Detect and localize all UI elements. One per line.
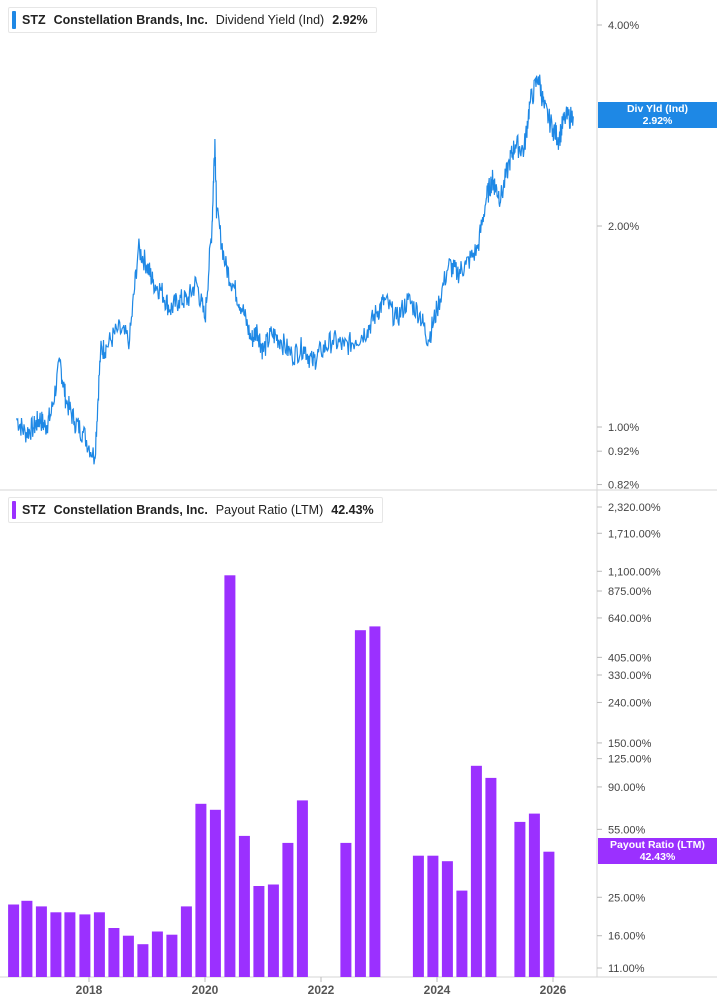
payout-ratio-tag-label: Payout Ratio (LTM) — [610, 838, 705, 851]
top-legend-company: Constellation Brands, Inc. — [53, 13, 208, 27]
bottom-y-tick-label: 1,100.00% — [608, 566, 661, 578]
payout-bar — [224, 575, 236, 977]
payout-bar — [412, 855, 424, 977]
top-y-tick-label: 4.00% — [608, 20, 639, 32]
payout-bar — [296, 800, 308, 977]
top-legend-ticker: STZ — [22, 13, 46, 27]
dividend-yield-tag-label: Div Yld (Ind) — [626, 103, 689, 116]
payout-bar — [514, 821, 526, 977]
x-tick-label: 2022 — [308, 983, 335, 997]
top-legend-value: 2.92% — [332, 13, 368, 27]
payout-ratio-bars — [8, 575, 555, 977]
payout-bar — [8, 904, 20, 977]
dividend-yield-axis-tag: Div Yld (Ind) 2.92% — [598, 102, 717, 129]
payout-bar — [441, 861, 453, 977]
payout-bar — [209, 809, 221, 977]
payout-bar — [93, 912, 105, 977]
bottom-y-tick-label: 330.00% — [608, 670, 652, 682]
bottom-y-tick-label: 150.00% — [608, 738, 652, 750]
bottom-y-tick-label: 240.00% — [608, 697, 652, 709]
payout-bar — [340, 842, 352, 977]
top-y-tick-label: 2.00% — [608, 221, 639, 233]
bottom-y-tick-label: 640.00% — [608, 613, 652, 625]
top-legend-swatch — [12, 11, 16, 29]
payout-bar — [354, 630, 366, 977]
payout-bar — [427, 855, 439, 977]
payout-bar — [470, 765, 482, 977]
payout-bar — [79, 914, 91, 977]
bottom-y-axis: 2,320.00% 1,710.00% 1,100.00% 875.00% 640.00… — [597, 502, 661, 975]
payout-bar — [166, 934, 178, 977]
top-legend-metric: Dividend Yield (Ind) — [215, 13, 325, 27]
payout-bar — [267, 884, 279, 977]
bottom-y-tick-label: 125.00% — [608, 754, 652, 766]
payout-bar — [50, 912, 62, 977]
bottom-legend-swatch — [12, 501, 16, 519]
top-legend[interactable]: STZ Constellation Brands, Inc. Dividend … — [8, 7, 377, 33]
payout-ratio-axis-tag: Payout Ratio (LTM) 42.43% — [598, 837, 717, 864]
x-tick-label: 2026 — [540, 983, 567, 997]
bottom-y-tick-label: 25.00% — [608, 892, 646, 904]
bottom-y-tick-label: 2,320.00% — [608, 502, 661, 514]
dividend-yield-line — [15, 74, 574, 465]
bottom-legend-metric: Payout Ratio (LTM) — [215, 503, 324, 517]
bottom-y-tick-label: 16.00% — [608, 931, 646, 943]
x-axis: 2018 2020 2022 2024 2026 — [76, 977, 567, 997]
bottom-legend-company: Constellation Brands, Inc. — [53, 503, 208, 517]
bottom-y-tick-label: 875.00% — [608, 586, 652, 598]
top-y-tick-label: 1.00% — [608, 422, 639, 434]
payout-bar — [180, 906, 192, 977]
top-y-tick-label: 0.82% — [608, 480, 639, 492]
bottom-legend[interactable]: STZ Constellation Brands, Inc. Payout Ra… — [8, 497, 383, 523]
payout-bar — [528, 813, 540, 977]
dividend-yield-tag-value: 2.92% — [642, 115, 673, 128]
x-tick-label: 2024 — [424, 983, 451, 997]
payout-bar — [282, 842, 294, 977]
payout-bar — [456, 890, 468, 977]
payout-bar — [108, 928, 120, 977]
payout-bar — [21, 900, 33, 977]
bottom-legend-ticker: STZ — [22, 503, 46, 517]
payout-bar — [137, 944, 149, 977]
bottom-y-tick-label: 55.00% — [608, 824, 646, 836]
bottom-legend-value: 42.43% — [331, 503, 374, 517]
payout-ratio-tag-value: 42.43% — [639, 850, 676, 863]
payout-bar — [122, 935, 134, 977]
payout-bar — [253, 886, 265, 977]
payout-bar — [543, 851, 555, 977]
bottom-y-tick-label: 11.00% — [608, 963, 645, 975]
payout-bar — [485, 777, 497, 977]
payout-bar — [238, 835, 250, 977]
payout-bar — [35, 906, 47, 977]
payout-bar — [64, 912, 76, 977]
payout-bar — [151, 931, 163, 977]
bottom-y-tick-label: 405.00% — [608, 652, 652, 664]
top-y-tick-label: 0.92% — [608, 446, 639, 458]
payout-bar — [195, 803, 207, 977]
bottom-y-tick-label: 90.00% — [608, 782, 646, 794]
x-tick-label: 2020 — [192, 983, 219, 997]
top-y-axis: 4.00% 2.00% 1.00% 0.92% 0.82% — [597, 20, 639, 492]
payout-bar — [369, 626, 381, 977]
bottom-y-tick-label: 1,710.00% — [608, 528, 661, 540]
x-tick-label: 2018 — [76, 983, 103, 997]
